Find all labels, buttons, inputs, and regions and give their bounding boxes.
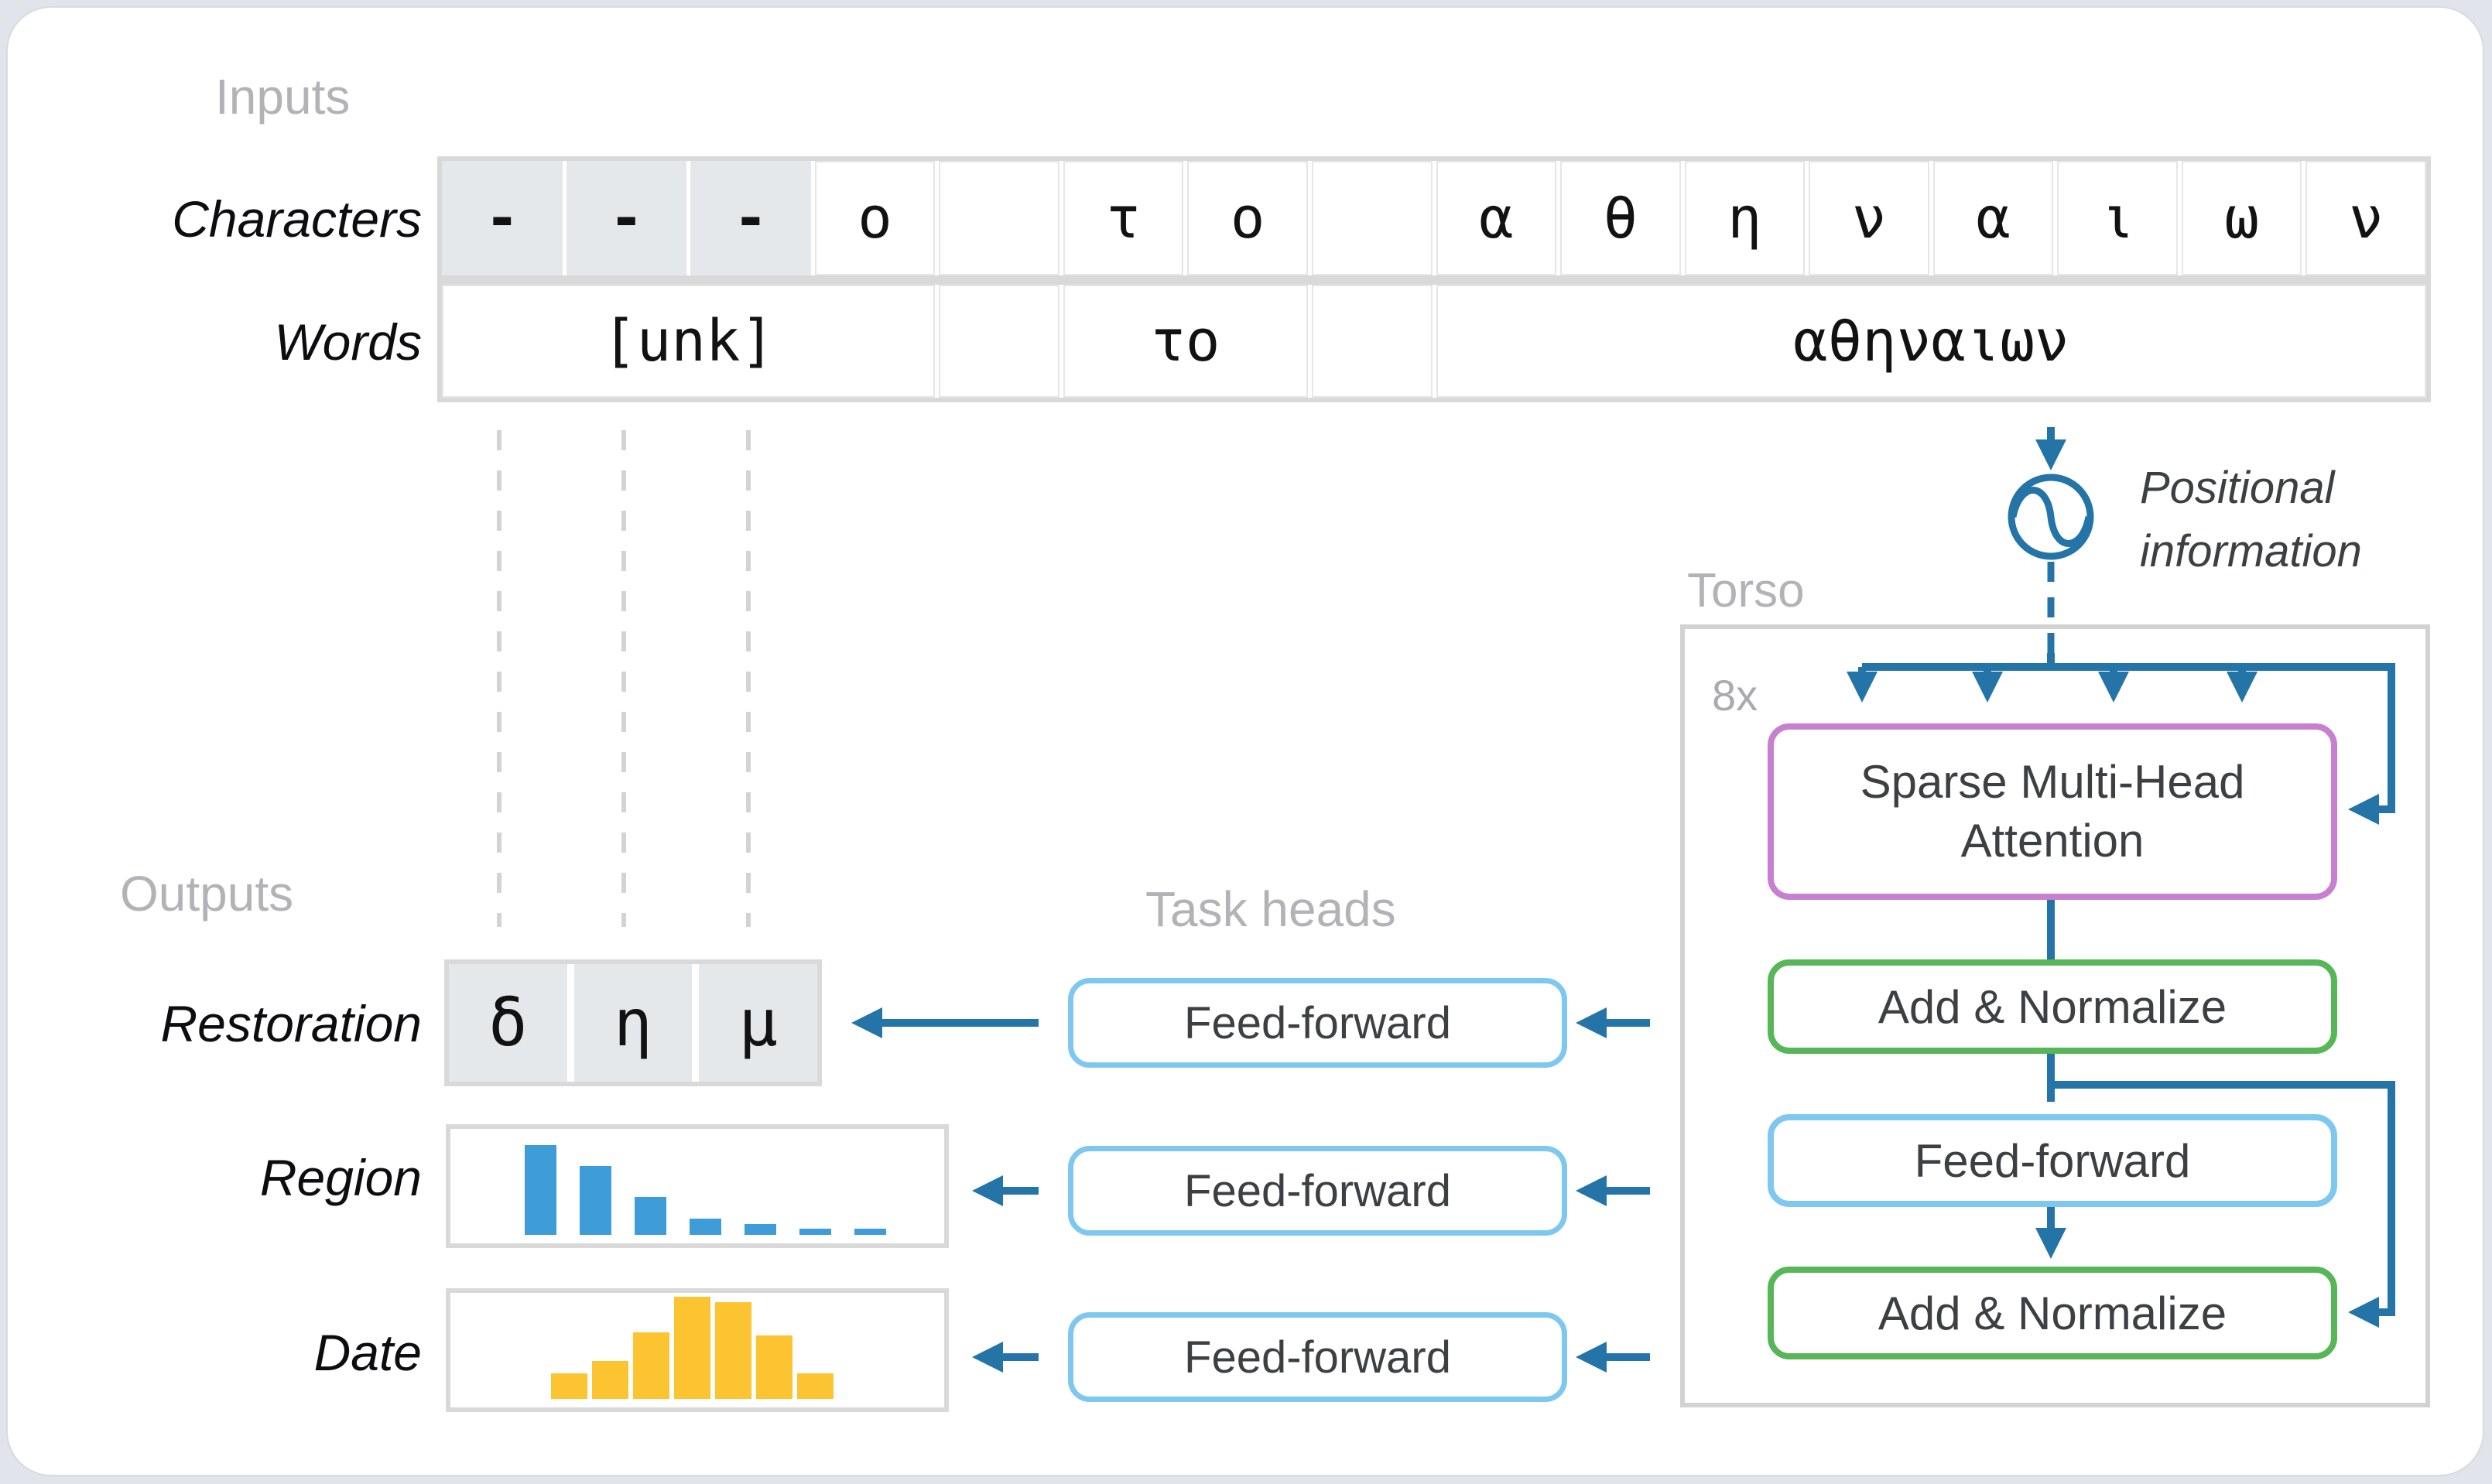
character-cell: -: [566, 161, 687, 275]
date-histogram: [446, 1288, 949, 1412]
character-cell: ι: [2057, 161, 2178, 275]
task-head-feed-forward-restoration: Feed-forward: [1068, 978, 1567, 1068]
words-row-label: Words: [274, 313, 422, 371]
task-head-feed-forward-date: Feed-forward: [1068, 1312, 1567, 1402]
character-cell: -: [442, 161, 563, 275]
character-cell: θ: [1560, 161, 1681, 275]
character-cell: [1311, 161, 1433, 275]
date-bar: [633, 1332, 669, 1399]
word-cell: το: [1063, 285, 1308, 398]
character-cell: η: [1684, 161, 1806, 275]
outputs-section-label: Outputs: [120, 866, 294, 922]
region-bar: [635, 1197, 666, 1235]
add-normalize-block-2: Add & Normalize: [1768, 1267, 2337, 1359]
positional-information-label: Positional information: [2140, 456, 2362, 583]
date-row-label: Date: [313, 1324, 422, 1381]
word-cell: [unk]: [442, 285, 936, 398]
character-cell: ν: [1809, 161, 1929, 275]
region-bar: [854, 1229, 886, 1235]
region-bar: [580, 1166, 611, 1235]
character-cell: ω: [2181, 161, 2302, 275]
torso-section-label: Torso: [1687, 564, 1805, 617]
restoration-cells: δ η μ: [444, 959, 822, 1086]
restoration-row-label: Restoration: [160, 995, 422, 1052]
date-bar: [674, 1297, 710, 1399]
word-cell: [1311, 285, 1433, 398]
word-cell: αθηναιων: [1436, 285, 2426, 398]
word-cell: [939, 285, 1059, 398]
region-row-label: Region: [259, 1149, 422, 1206]
character-grid: - - - o τ o α θ η ν α ι ω ν: [437, 156, 2431, 280]
date-bar: [592, 1361, 628, 1399]
character-cell: o: [814, 161, 936, 275]
region-bar: [799, 1229, 831, 1235]
feed-forward-block: Feed-forward: [1768, 1114, 2337, 1207]
word-grid: [unk] το αθηναιων: [437, 280, 2431, 402]
region-bar: [690, 1219, 721, 1235]
character-cell: α: [1436, 161, 1557, 275]
region-bar: [525, 1145, 556, 1235]
positional-label-line2: information: [2140, 526, 2362, 576]
characters-row-label: Characters: [172, 190, 422, 248]
date-bar: [551, 1373, 587, 1399]
task-head-feed-forward-region: Feed-forward: [1068, 1146, 1567, 1236]
date-bar: [715, 1302, 751, 1399]
character-cell: τ: [1063, 161, 1184, 275]
restoration-cell: δ: [449, 964, 567, 1082]
character-cell: [939, 161, 1059, 275]
region-histogram: [446, 1124, 949, 1248]
add-normalize-block-1: Add & Normalize: [1768, 959, 2337, 1054]
date-bar: [797, 1373, 834, 1399]
sparse-multi-head-attention-block: Sparse Multi-Head Attention: [1768, 723, 2337, 900]
region-bar: [745, 1224, 776, 1235]
restoration-cell: η: [573, 964, 693, 1082]
character-cell: ν: [2305, 161, 2426, 275]
inputs-section-label: Inputs: [215, 69, 351, 125]
positional-label-line1: Positional: [2140, 463, 2335, 513]
character-cell: α: [1932, 161, 2054, 275]
date-bar: [756, 1335, 792, 1399]
repeat-8x-label: 8x: [1712, 671, 1758, 720]
task-heads-section-label: Task heads: [1145, 881, 1396, 937]
restoration-cell: μ: [699, 964, 817, 1082]
character-cell: o: [1187, 161, 1308, 275]
character-cell: -: [690, 161, 811, 275]
